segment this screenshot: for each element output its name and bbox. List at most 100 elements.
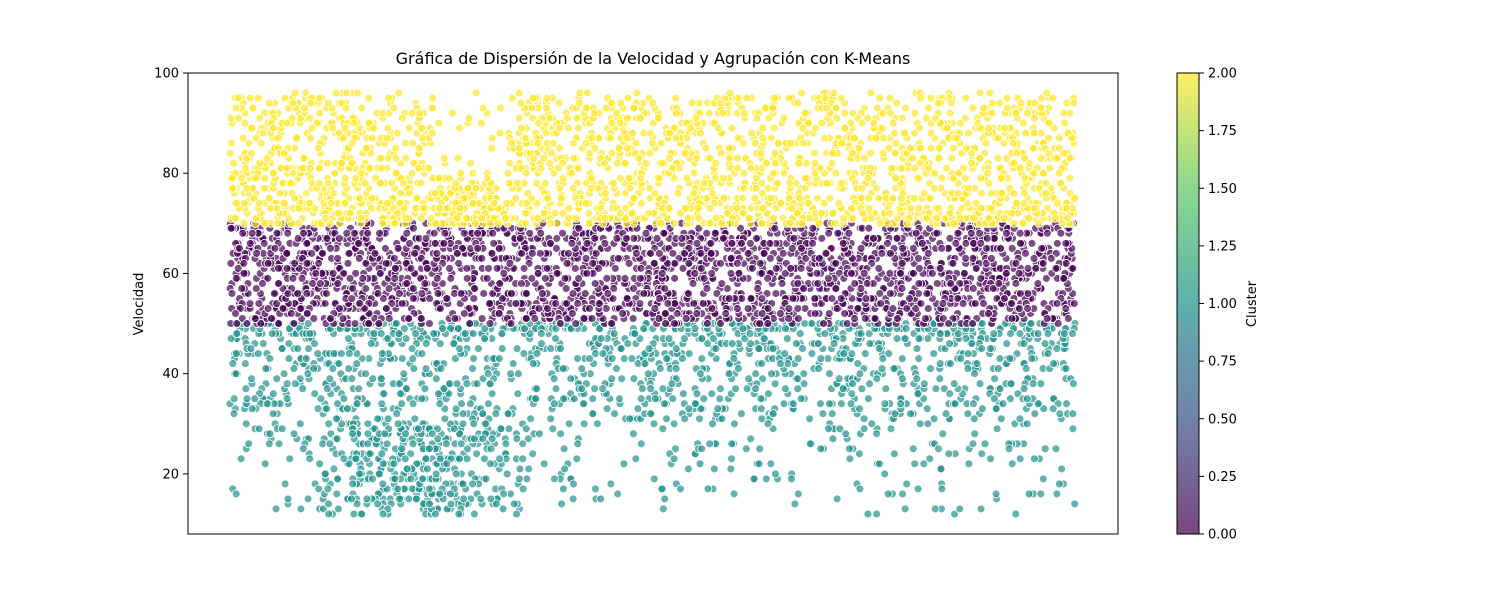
data-point-cluster-1 — [351, 454, 361, 464]
data-point-cluster-0 — [408, 284, 418, 293]
data-point-cluster-0 — [442, 294, 452, 303]
data-point-cluster-0 — [607, 319, 617, 328]
data-point-cluster-0 — [859, 268, 869, 278]
data-point-cluster-1 — [438, 324, 448, 334]
data-point-cluster-1 — [729, 354, 739, 364]
data-point-cluster-1 — [241, 419, 251, 429]
data-point-cluster-1 — [427, 429, 437, 439]
data-point-cluster-1 — [683, 464, 693, 474]
data-point-cluster-0 — [318, 248, 328, 258]
data-point-cluster-0 — [421, 233, 431, 243]
data-point-cluster-1 — [449, 424, 459, 434]
data-point-cluster-1 — [323, 484, 333, 494]
data-point-cluster-1 — [282, 379, 292, 389]
data-point-cluster-1 — [877, 364, 887, 374]
data-point-cluster-1 — [709, 464, 719, 474]
data-point-cluster-1 — [1033, 329, 1043, 339]
data-point-cluster-0 — [707, 304, 717, 313]
data-point-cluster-1 — [468, 329, 478, 339]
data-point-cluster-1 — [1068, 424, 1078, 434]
data-point-cluster-0 — [283, 289, 293, 298]
data-point-cluster-0 — [1014, 268, 1024, 278]
data-point-cluster-0 — [580, 289, 590, 298]
data-point-cluster-1 — [1068, 379, 1078, 389]
data-point-cluster-0 — [670, 319, 679, 328]
data-point-cluster-0 — [462, 273, 472, 283]
data-point-cluster-0 — [1061, 258, 1071, 268]
data-point-cluster-1 — [231, 349, 241, 359]
data-point-cluster-1 — [757, 414, 767, 424]
data-point-cluster-1 — [768, 409, 778, 419]
data-point-cluster-0 — [996, 243, 1005, 253]
data-point-cluster-0 — [793, 314, 803, 323]
data-point-cluster-0 — [568, 289, 578, 298]
data-point-cluster-0 — [896, 268, 906, 278]
data-point-cluster-1 — [373, 499, 383, 509]
data-point-cluster-1 — [424, 484, 434, 494]
data-point-cluster-0 — [347, 294, 357, 303]
data-point-cluster-0 — [315, 279, 325, 288]
data-point-cluster-0 — [349, 228, 359, 238]
data-point-cluster-0 — [591, 248, 601, 258]
data-point-cluster-1 — [829, 339, 839, 349]
data-point-cluster-0 — [1042, 314, 1052, 323]
data-point-cluster-0 — [1007, 314, 1017, 323]
data-point-cluster-1 — [892, 334, 902, 344]
data-point-cluster-1 — [283, 494, 293, 504]
data-point-cluster-0 — [654, 248, 664, 258]
data-point-cluster-0 — [856, 243, 866, 253]
data-point-cluster-1 — [537, 339, 546, 349]
data-point-cluster-1 — [1043, 329, 1053, 339]
data-point-cluster-0 — [692, 238, 702, 248]
data-point-cluster-1 — [478, 409, 488, 419]
data-point-cluster-0 — [588, 258, 598, 268]
data-point-cluster-1 — [607, 374, 617, 384]
data-point-cluster-1 — [314, 484, 324, 494]
data-point-cluster-0 — [417, 289, 427, 298]
data-point-cluster-0 — [717, 279, 727, 288]
data-point-cluster-1 — [289, 429, 299, 439]
data-point-cluster-0 — [339, 268, 349, 278]
data-point-cluster-1 — [436, 364, 446, 374]
data-point-cluster-1 — [746, 434, 756, 444]
data-point-cluster-1 — [925, 454, 935, 464]
data-point-cluster-0 — [641, 228, 651, 238]
data-point-cluster-1 — [268, 389, 278, 399]
data-point-cluster-1 — [991, 489, 1001, 499]
data-point-cluster-0 — [511, 299, 521, 308]
data-point-cluster-0 — [987, 253, 996, 263]
data-point-cluster-2 — [832, 113, 842, 123]
data-point-cluster-1 — [247, 374, 256, 384]
data-point-cluster-1 — [906, 409, 915, 419]
data-point-cluster-0 — [311, 268, 321, 278]
data-point-cluster-0 — [831, 258, 841, 268]
data-point-cluster-1 — [435, 489, 445, 499]
data-point-cluster-1 — [528, 359, 538, 369]
data-point-cluster-1 — [277, 344, 287, 354]
data-point-cluster-0 — [813, 279, 823, 288]
data-point-cluster-1 — [558, 364, 568, 374]
data-point-cluster-0 — [333, 253, 343, 263]
data-point-cluster-0 — [702, 319, 712, 328]
data-point-cluster-1 — [807, 349, 817, 359]
data-point-cluster-0 — [416, 314, 426, 323]
data-point-cluster-1 — [590, 384, 600, 394]
data-point-cluster-1 — [859, 414, 869, 424]
data-point-cluster-0 — [363, 228, 373, 238]
data-point-cluster-0 — [793, 304, 803, 313]
data-point-cluster-1 — [473, 344, 483, 354]
data-point-cluster-1 — [363, 429, 373, 439]
data-point-cluster-0 — [590, 279, 600, 288]
data-point-cluster-1 — [411, 329, 421, 339]
data-point-cluster-0 — [302, 238, 312, 248]
data-point-cluster-1 — [782, 334, 792, 344]
data-point-cluster-0 — [325, 243, 335, 253]
data-point-cluster-0 — [269, 289, 279, 298]
data-point-cluster-1 — [433, 389, 443, 399]
data-point-cluster-1 — [783, 359, 793, 369]
data-point-cluster-1 — [352, 399, 362, 409]
data-point-cluster-1 — [667, 379, 677, 389]
data-point-cluster-1 — [827, 409, 837, 419]
data-point-cluster-0 — [699, 273, 709, 283]
data-point-cluster-1 — [872, 374, 882, 384]
